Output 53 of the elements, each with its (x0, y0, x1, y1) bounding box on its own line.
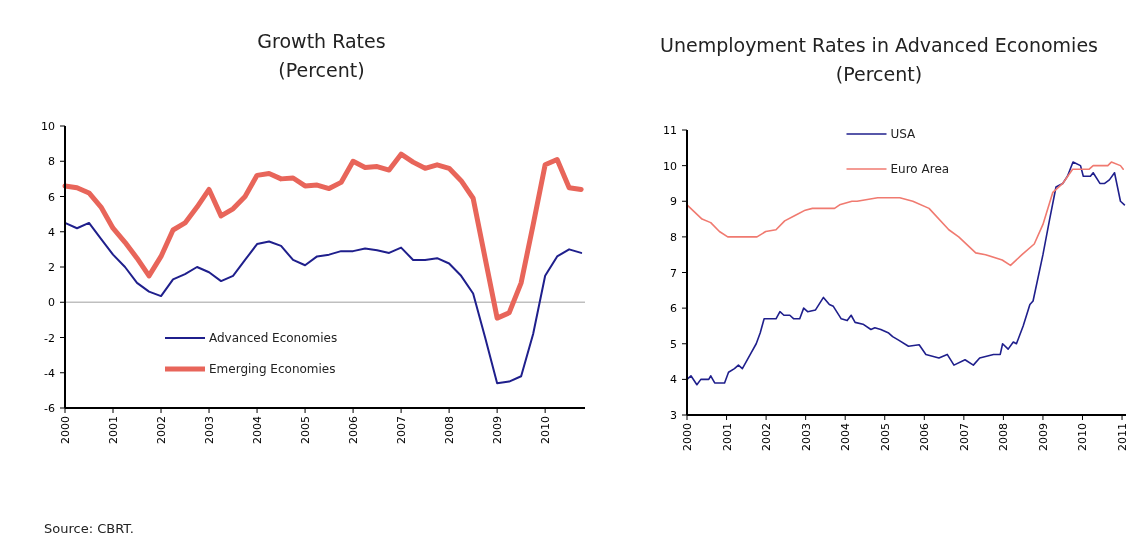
x-tick-label: 2007 (395, 416, 409, 444)
x-tick-label: 2011 (1116, 423, 1130, 451)
source-note: Source: CBRT. (44, 521, 134, 536)
x-tick-label: 2002 (155, 416, 169, 444)
chart-subtitle: (Percent) (835, 63, 923, 85)
y-tick-label: 5 (670, 337, 677, 351)
y-tick-label: -6 (44, 402, 55, 415)
y-tick-label: 8 (48, 155, 55, 169)
x-tick-label: 2003 (203, 416, 217, 444)
x-tick-label: 2006 (347, 416, 361, 444)
legend-label: Advanced Economies (209, 331, 338, 345)
y-tick-label: 10 (663, 159, 677, 173)
x-tick-label: 2010 (1076, 423, 1090, 451)
y-tick-label: 11 (663, 124, 677, 137)
x-tick-label: 2008 (443, 416, 457, 444)
line-series (686, 161, 1125, 267)
line-series (64, 221, 583, 385)
x-tick-label: 2002 (760, 423, 774, 451)
x-tick-label: 2007 (957, 423, 971, 451)
legend-label: USA (890, 127, 917, 141)
y-tick-label: 2 (48, 261, 55, 274)
y-tick-label: 0 (48, 296, 55, 310)
x-tick-label: 2008 (997, 423, 1011, 451)
x-tick-label: 2009 (1036, 423, 1050, 451)
x-tick-label: 2000 (59, 416, 72, 444)
x-tick-label: 2003 (799, 423, 813, 451)
x-tick-label: 2006 (918, 423, 932, 451)
y-tick-label: -2 (44, 331, 55, 345)
chart-subtitle: (Percent) (278, 59, 365, 81)
line-series (686, 161, 1126, 386)
legend-label: Euro Area (890, 162, 950, 176)
y-tick-label: 6 (670, 302, 677, 316)
x-tick-label: 2005 (299, 416, 313, 444)
y-tick-label: 4 (48, 225, 55, 239)
y-tick-label: 4 (670, 373, 677, 387)
x-tick-label: 2001 (107, 416, 121, 444)
legend-label: Emerging Economies (209, 362, 336, 376)
x-tick-label: 2001 (720, 423, 734, 451)
chart-title: Unemployment Rates in Advanced Economies (660, 34, 1098, 56)
x-tick-label: 2004 (251, 416, 265, 444)
x-tick-label: 2009 (491, 416, 505, 444)
y-tick-label: 7 (670, 266, 677, 280)
x-tick-label: 2010 (539, 416, 553, 444)
y-tick-label: -4 (44, 366, 55, 380)
y-tick-label: 9 (670, 195, 677, 209)
y-tick-label: 10 (41, 120, 55, 133)
y-tick-label: 6 (48, 190, 55, 204)
y-tick-label: 8 (670, 230, 677, 244)
x-tick-label: 2005 (878, 423, 892, 451)
chart-title: Growth Rates (257, 30, 386, 52)
x-tick-label: 2000 (681, 423, 694, 451)
y-tick-label: 3 (670, 409, 677, 422)
x-tick-label: 2004 (839, 423, 853, 451)
